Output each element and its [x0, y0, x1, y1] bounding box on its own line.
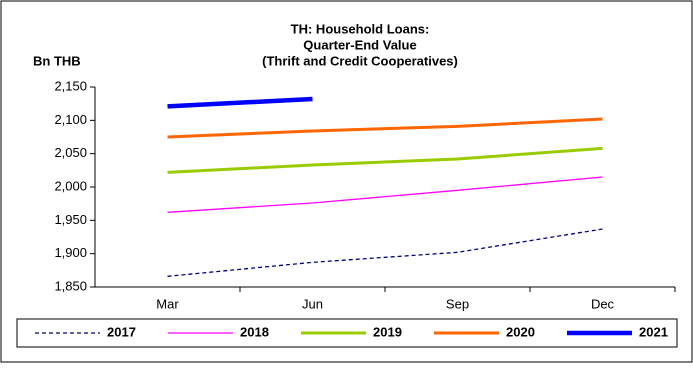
legend-label: 2019: [373, 324, 402, 339]
chart-title: Quarter-End Value: [303, 37, 416, 52]
y-tick-label: 1,950: [54, 212, 87, 227]
legend-label: 2017: [107, 324, 136, 339]
series-line: [167, 228, 603, 277]
series-line: [167, 117, 603, 139]
y-tick-label: 2,100: [54, 112, 87, 127]
x-tick-label: Jun: [302, 296, 323, 311]
series-line: [167, 146, 603, 174]
series-line: [167, 96, 313, 109]
x-tick-label: Sep: [446, 296, 469, 311]
y-tick-label: 1,850: [54, 278, 87, 293]
legend-frame: [16, 318, 678, 348]
y-tick-label: 2,050: [54, 145, 87, 160]
y-tick-label: 2,000: [54, 178, 87, 193]
chart-title: (Thrift and Credit Cooperatives): [262, 53, 458, 68]
series-line: [167, 176, 603, 213]
y-axis-label: Bn THB: [33, 53, 81, 68]
legend-label: 2018: [240, 324, 269, 339]
y-tick-label: 2,150: [54, 78, 87, 93]
legend-label: 2021: [639, 324, 668, 339]
y-tick-label: 1,900: [54, 245, 87, 260]
x-tick-label: Mar: [156, 296, 179, 311]
legend-label: 2020: [506, 324, 535, 339]
chart-title: TH: Household Loans:: [291, 21, 430, 36]
x-tick-label: Dec: [591, 296, 615, 311]
